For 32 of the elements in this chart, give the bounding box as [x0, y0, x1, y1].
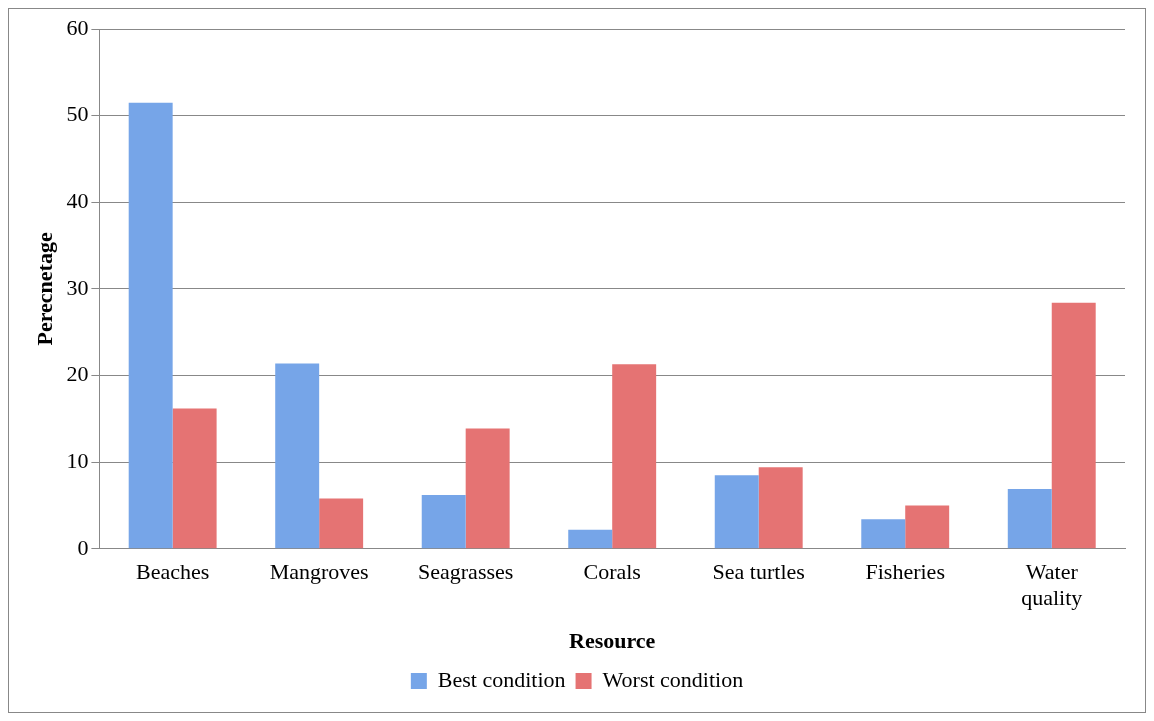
bar	[275, 363, 320, 549]
bar	[568, 529, 613, 549]
x-tick-label: Sea turtles	[712, 558, 805, 584]
y-tick-label: 0	[77, 534, 89, 560]
bar	[1051, 302, 1096, 549]
bar	[612, 364, 657, 549]
x-tick-label: Mangroves	[269, 558, 369, 584]
bar	[905, 505, 950, 549]
bar	[861, 519, 906, 549]
x-tick-label: Fisheries	[865, 558, 945, 584]
bar	[319, 498, 364, 549]
bar	[421, 495, 466, 549]
y-tick-label: 30	[66, 274, 89, 300]
bar	[172, 408, 217, 549]
legend-label: Worst condition	[602, 666, 744, 692]
bar	[1007, 489, 1052, 549]
x-tick-label: Water quality	[1021, 558, 1083, 611]
bar	[465, 428, 510, 549]
y-tick-label: 50	[66, 101, 89, 127]
x-tick-label: Seagrasses	[418, 558, 514, 584]
bar	[758, 467, 803, 549]
bar	[128, 102, 173, 549]
y-tick-label: 20	[66, 361, 89, 387]
x-tick-label: Corals	[583, 558, 641, 584]
y-tick-label: 40	[66, 188, 89, 214]
y-tick-label: 60	[66, 14, 89, 40]
bar	[714, 475, 759, 549]
y-tick-label: 10	[66, 447, 89, 473]
x-tick-label: Beaches	[136, 558, 210, 584]
x-axis-title: Resource	[569, 628, 656, 654]
y-axis-title: Perecnetage	[31, 232, 57, 346]
legend-label: Best condition	[437, 666, 566, 692]
